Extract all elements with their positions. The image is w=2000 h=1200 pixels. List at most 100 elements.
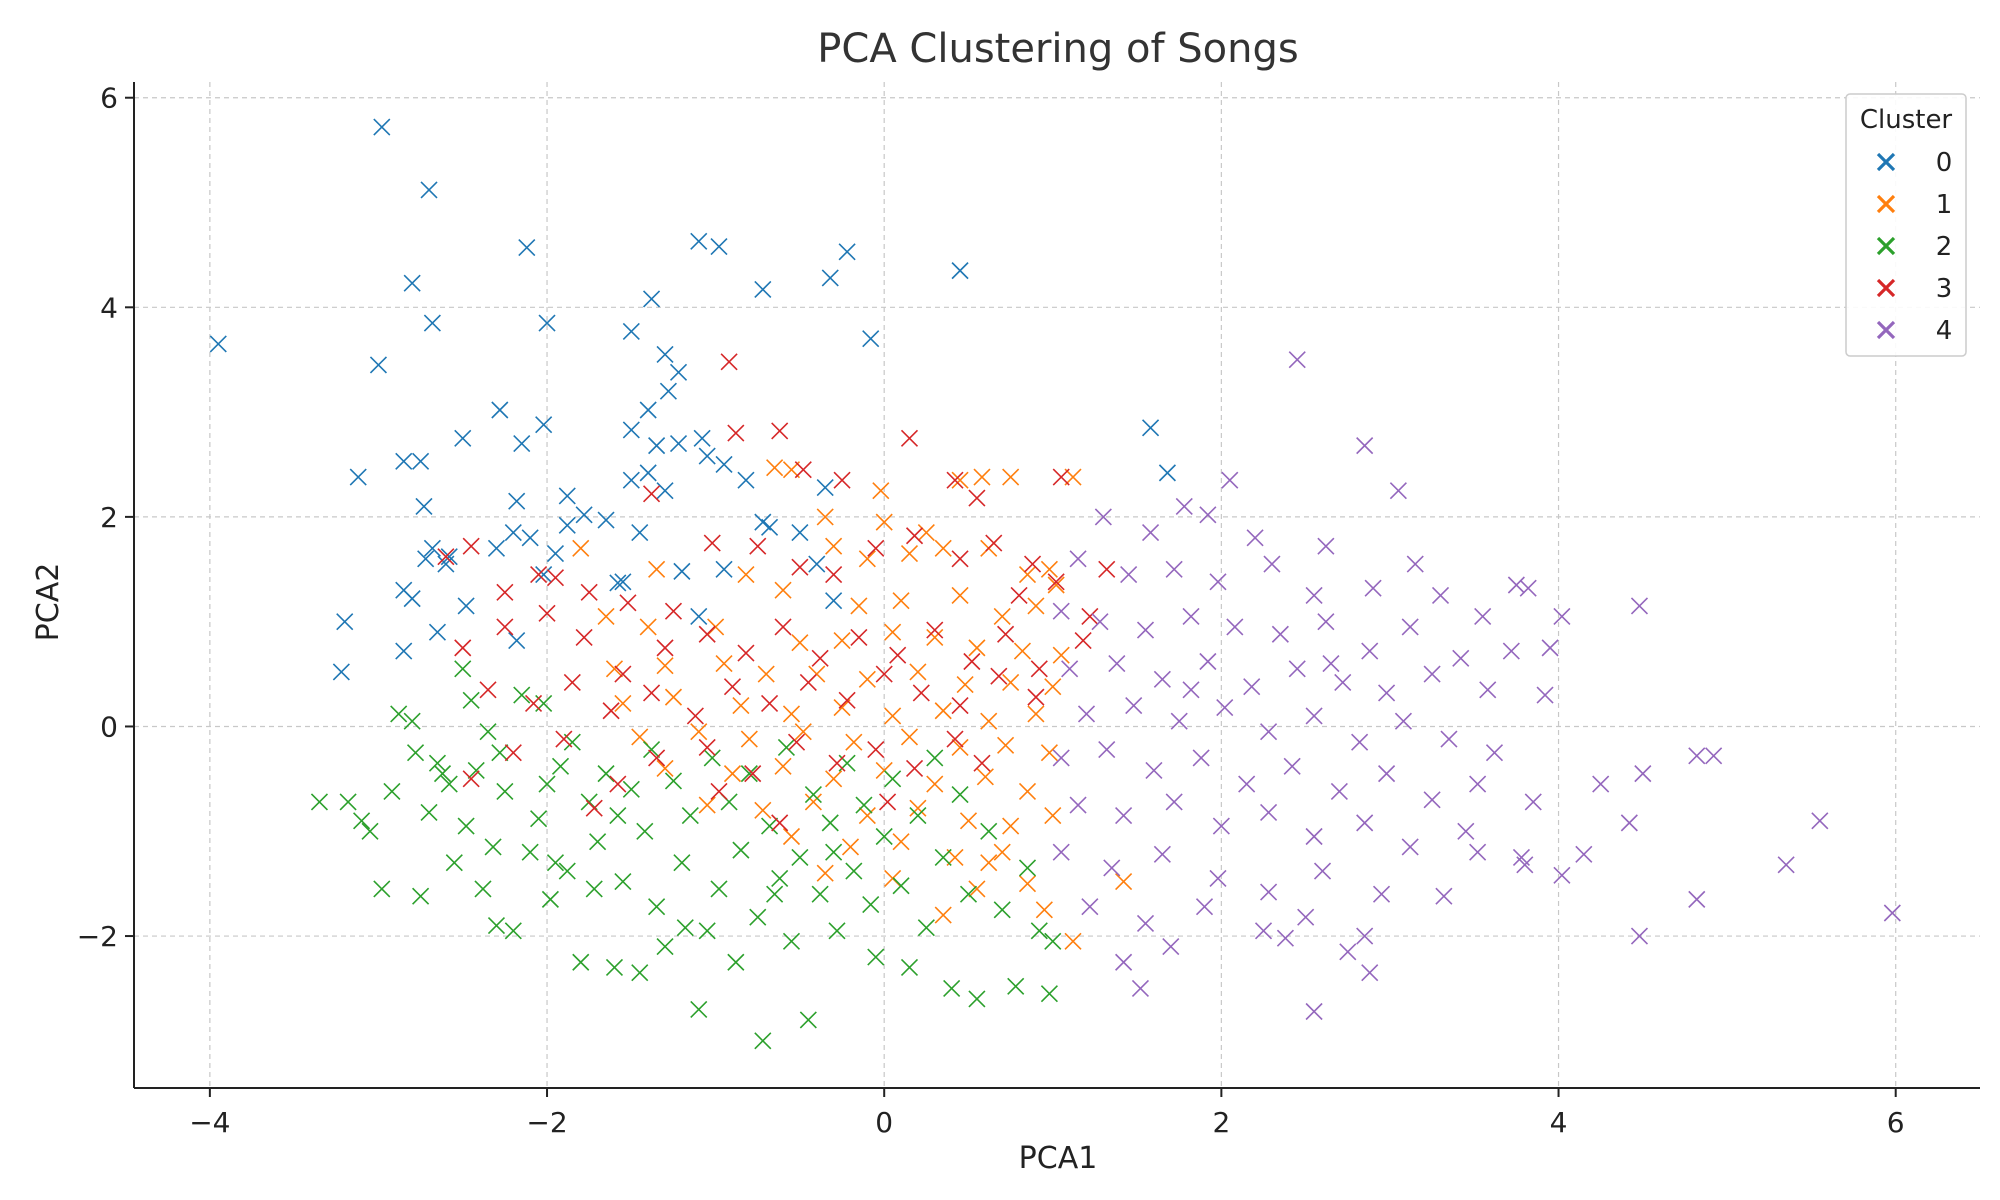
- data-point: [664, 602, 683, 620]
- data-point: [867, 539, 885, 557]
- data-point: [1018, 875, 1037, 893]
- data-point: [1305, 827, 1323, 846]
- data-point: [1313, 862, 1332, 880]
- data-point: [1221, 471, 1239, 489]
- data-point: [395, 452, 413, 470]
- data-point: [855, 796, 873, 814]
- data-point: [551, 757, 570, 775]
- data-point: [1457, 822, 1475, 840]
- data-point: [816, 478, 834, 497]
- data-point: [1018, 565, 1037, 584]
- legend-title: Cluster: [1860, 105, 1953, 135]
- data-point: [1115, 872, 1133, 891]
- legend-marker: [1876, 320, 1896, 340]
- data-point: [336, 613, 354, 631]
- data-point: [417, 550, 435, 568]
- data-point: [423, 539, 441, 557]
- data-point: [349, 468, 367, 486]
- x-tick-label: 6: [1887, 1106, 1905, 1139]
- data-point: [956, 675, 974, 694]
- data-point: [993, 607, 1011, 626]
- series-3: [437, 353, 1116, 832]
- data-point: [1027, 597, 1045, 615]
- data-point: [951, 586, 969, 605]
- data-point: [917, 524, 935, 542]
- data-point: [1356, 814, 1374, 832]
- data-point: [1330, 782, 1348, 801]
- data-point: [782, 705, 801, 723]
- data-point: [973, 754, 991, 772]
- data-point: [917, 919, 935, 937]
- data-point: [1516, 856, 1534, 874]
- data-point: [1260, 883, 1278, 901]
- data-point: [799, 673, 817, 692]
- legend-label: 4: [1936, 316, 1953, 346]
- data-point: [1288, 660, 1306, 678]
- data-point: [690, 723, 708, 741]
- data-point: [656, 639, 674, 657]
- data-point: [825, 843, 843, 861]
- data-point: [889, 646, 907, 664]
- data-point: [760, 817, 779, 835]
- legend-frame: [1845, 93, 1967, 357]
- data-point: [479, 723, 497, 741]
- data-point: [892, 877, 910, 895]
- data-point: [1271, 625, 1289, 643]
- data-point: [867, 740, 885, 759]
- data-point: [673, 854, 691, 872]
- data-point: [828, 922, 846, 940]
- data-point: [575, 628, 593, 646]
- data-point: [673, 562, 691, 580]
- data-point: [754, 513, 772, 531]
- data-point: [1356, 437, 1374, 455]
- data-point: [1469, 843, 1487, 861]
- data-point: [771, 422, 789, 440]
- data-point: [698, 796, 716, 814]
- data-point: [828, 754, 846, 772]
- data-point: [642, 290, 661, 308]
- data-point: [614, 573, 632, 591]
- data-point: [808, 555, 826, 573]
- data-point: [1406, 555, 1424, 573]
- data-point: [1351, 733, 1369, 751]
- data-point: [934, 702, 952, 720]
- series-0: [209, 118, 1176, 681]
- data-point: [686, 707, 704, 725]
- data-point: [1199, 652, 1217, 671]
- x-tick-label: 4: [1550, 1106, 1568, 1139]
- data-point: [474, 880, 492, 898]
- data-point: [1260, 723, 1278, 741]
- data-point: [1297, 908, 1315, 926]
- data-point: [1260, 803, 1278, 821]
- chart-title: PCA Clustering of Songs: [817, 26, 1298, 72]
- data-point: [1361, 964, 1379, 982]
- data-point: [614, 694, 632, 712]
- data-point: [990, 667, 1008, 685]
- data-point: [1052, 646, 1070, 664]
- data-point: [546, 854, 565, 872]
- data-point: [959, 885, 978, 903]
- data-point: [1283, 757, 1301, 775]
- data-point: [926, 775, 944, 793]
- data-point: [858, 806, 876, 825]
- data-point: [639, 401, 657, 419]
- data-point: [710, 782, 728, 801]
- data-point: [1479, 681, 1497, 699]
- data-point: [642, 485, 661, 503]
- data-point: [664, 772, 683, 790]
- data-point: [1098, 560, 1116, 578]
- data-point: [754, 280, 772, 299]
- y-tick-label: 4: [100, 291, 118, 324]
- data-point: [467, 761, 485, 780]
- data-point: [1030, 660, 1048, 678]
- data-point: [703, 749, 721, 767]
- data-point: [884, 707, 902, 725]
- data-point: [1254, 922, 1273, 940]
- data-point: [403, 712, 421, 730]
- data-point: [1423, 665, 1441, 683]
- data-point: [454, 660, 472, 678]
- data-point: [951, 262, 969, 280]
- y-tick-label: 6: [100, 82, 118, 115]
- data-point: [875, 513, 893, 531]
- data-point: [656, 937, 674, 956]
